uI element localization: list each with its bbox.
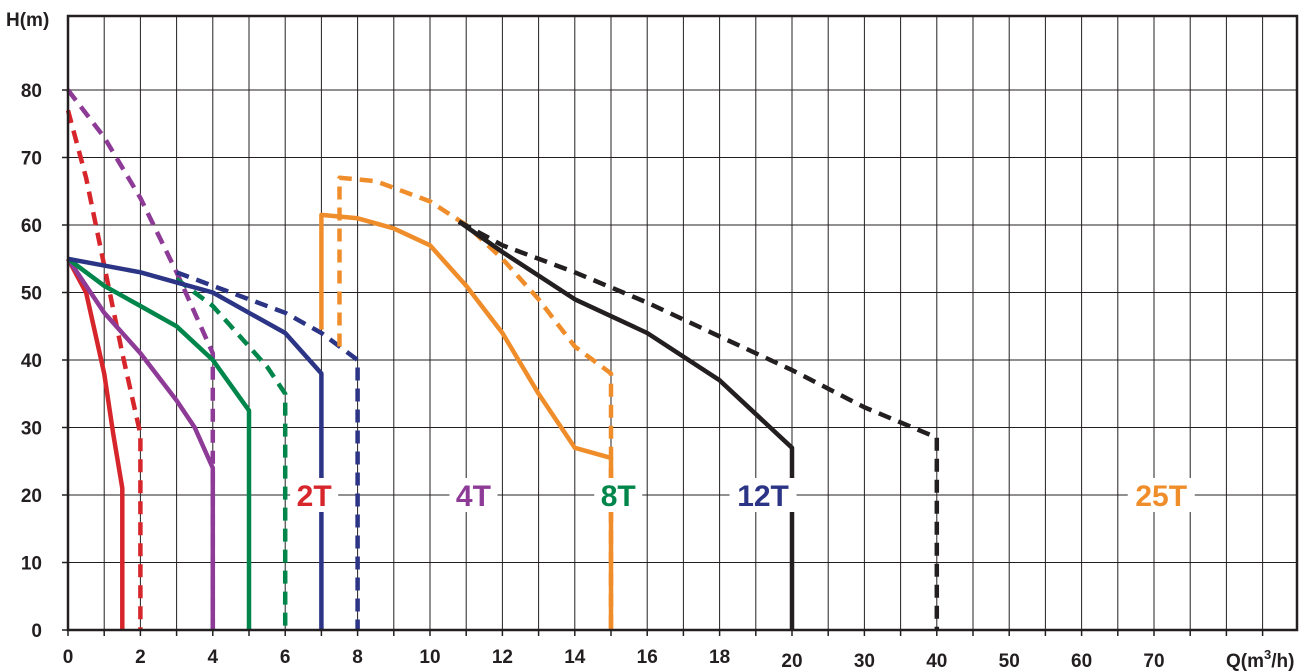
series-label-bg	[449, 478, 498, 512]
x-tick-label: 14	[564, 647, 586, 668]
series-25t-dashed-curve	[337, 175, 614, 630]
y-tick-label: 20	[21, 486, 42, 507]
x-tick-label: 70	[1143, 651, 1164, 671]
y-tick-label: 30	[21, 419, 42, 440]
y-tick-label: 80	[21, 81, 42, 102]
y-tick-label: 60	[21, 216, 42, 237]
x-tick-label: 10	[419, 647, 440, 668]
series-label-bg	[594, 478, 643, 512]
series-50t-solid-curve	[457, 219, 795, 630]
series-label-bg	[1127, 478, 1195, 512]
x-tick-label: 30	[854, 651, 875, 671]
x-tick-label: 16	[637, 647, 658, 668]
series-8t-solid-curve	[66, 256, 252, 630]
y-tick-label: 40	[21, 351, 42, 372]
x-tick-label: 6	[280, 647, 291, 668]
series-label-4t: 4T	[456, 480, 491, 513]
x-tick-label: 50	[999, 651, 1020, 671]
x-tick-label: 8	[352, 647, 363, 668]
series-label-12t: 12T	[737, 480, 789, 513]
series-8t-dashed-curve	[175, 277, 288, 630]
series-labels: 2T4T8T12T25T50T	[290, 478, 1195, 513]
y-axis-label: H(m)	[6, 10, 49, 31]
series-label-bg	[729, 478, 797, 512]
series-12t-dashed-curve	[175, 270, 360, 630]
series-2t-solid-curve	[66, 257, 125, 630]
y-tick-label: 50	[21, 284, 42, 305]
x-tick-label: 2	[135, 647, 146, 668]
series-label-8t: 8T	[601, 480, 636, 513]
grid-lines	[68, 16, 1297, 630]
x-tick-label: 12	[492, 647, 513, 668]
series-2t-dashed-curve	[65, 109, 143, 630]
series-label-25t: 25T	[1135, 480, 1187, 513]
series-label-bg	[290, 478, 339, 512]
y-tick-label: 70	[21, 149, 42, 170]
x-tick-label: 18	[709, 647, 730, 668]
series-50t-dashed-curve	[457, 219, 940, 630]
series-12t-solid-curve	[67, 256, 324, 630]
x-tick-label: 0	[63, 647, 74, 668]
y-tick-label: 0	[31, 621, 42, 642]
series-label-2t: 2T	[297, 480, 332, 513]
x-tick-label: 40	[926, 651, 947, 671]
x-tick-label: 20	[781, 651, 802, 671]
series-curves	[65, 88, 940, 630]
x-axis-label: Q(m3/h)	[1226, 647, 1294, 671]
series-4t-solid-curve	[66, 257, 216, 630]
series-25t-solid-curve	[319, 212, 614, 630]
x-tick-label: 4	[208, 647, 219, 668]
plot-border	[66, 14, 1299, 632]
x-tick-label: 60	[1071, 651, 1092, 671]
plot-frame	[66, 14, 1299, 632]
axes: H(m) Q(m3/h) 0 10 20 30 40 50 60 70 80 0 2 4 6 8 10 12 1…	[6, 10, 1294, 671]
y-tick-label: 10	[21, 554, 42, 575]
